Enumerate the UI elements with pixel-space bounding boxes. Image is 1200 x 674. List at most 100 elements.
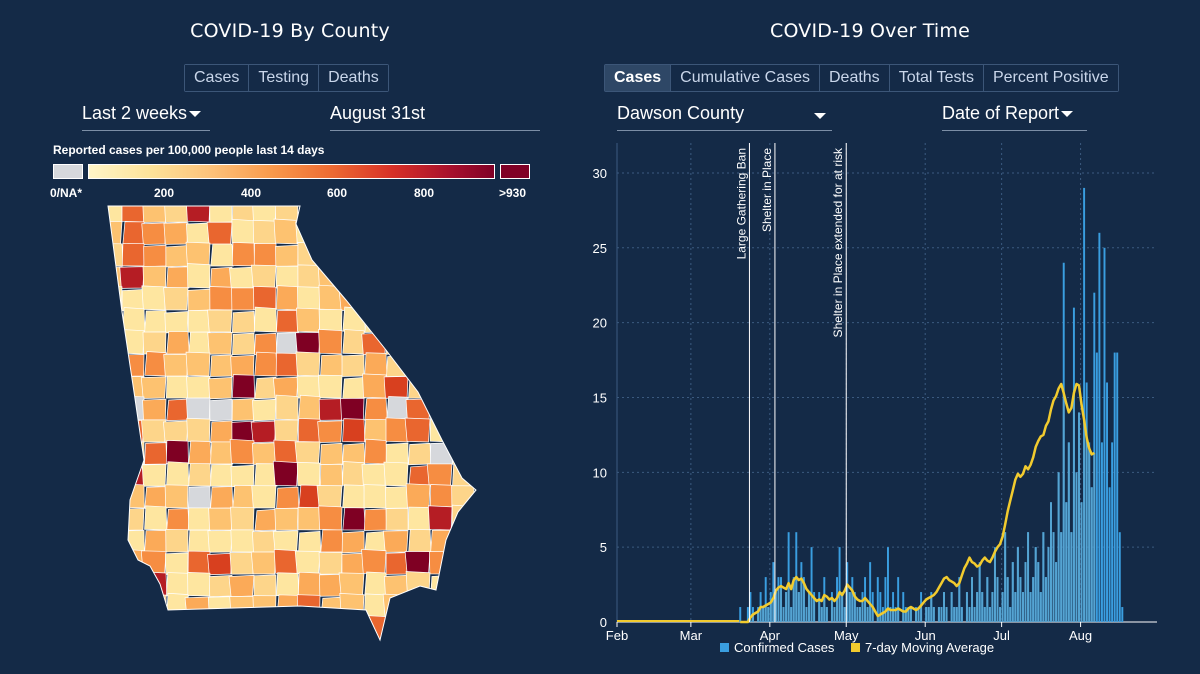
county-shape <box>297 506 321 531</box>
x-tick-label: Feb <box>606 628 628 643</box>
county-shape <box>141 419 167 443</box>
map-tab-deaths[interactable]: Deaths <box>319 65 388 91</box>
bar-overlap-segment <box>843 607 846 622</box>
bar-overlap-segment <box>1052 532 1055 622</box>
y-tick-label: 15 <box>593 390 607 405</box>
map-tab-cases[interactable]: Cases <box>185 65 250 91</box>
date-field[interactable]: August 31st <box>330 103 540 131</box>
bar-confirmed-cases <box>810 547 813 622</box>
legend-na-swatch <box>53 164 83 179</box>
legend-color-ramp <box>88 164 495 179</box>
date-type-dropdown[interactable]: Date of Report <box>942 103 1087 131</box>
bar-confirmed-cases <box>897 577 900 622</box>
legend-tick-200: 200 <box>154 186 175 200</box>
bar-overlap-segment <box>790 607 793 622</box>
bar-overlap-segment <box>1085 437 1088 622</box>
bar-confirmed-cases <box>869 562 872 622</box>
bar-overlap-segment <box>848 592 851 622</box>
bar-overlap-segment <box>978 565 981 622</box>
bar-overlap-segment <box>1060 532 1063 622</box>
bar-overlap-segment <box>864 598 867 622</box>
bar-overlap-segment <box>1024 562 1027 622</box>
chevron-down-icon <box>189 111 202 118</box>
bar-overlap-segment <box>1072 392 1075 622</box>
bar-overlap-segment <box>787 583 790 622</box>
bar-overlap-segment <box>983 607 986 622</box>
bar-overlap-segment <box>894 610 897 622</box>
bar-overlap-segment <box>780 586 782 622</box>
bar-overlap-segment <box>820 607 823 622</box>
chart-tab-cumulative-cases[interactable]: Cumulative Cases <box>671 65 820 91</box>
bar-overlap-segment <box>1055 562 1058 622</box>
chart-tab-percent-positive[interactable]: Percent Positive <box>983 65 1118 91</box>
y-tick-label: 20 <box>593 316 607 331</box>
bar-overlap-segment <box>940 607 943 622</box>
chart-tab-deaths[interactable]: Deaths <box>819 65 890 91</box>
county-shape <box>140 376 167 399</box>
bar-overlap-segment <box>792 580 795 622</box>
time-chart-title: COVID-19 Over Time <box>769 20 971 42</box>
bar-overlap-segment <box>752 614 754 622</box>
annotation-label: Shelter in Place extended for at risk <box>831 147 845 337</box>
legend-tick-400: 400 <box>241 186 262 200</box>
bar-overlap-segment <box>1065 502 1068 622</box>
bar-confirmed-cases <box>1100 442 1103 622</box>
bar-overlap-segment <box>810 595 813 622</box>
county-map-title: COVID-19 By County <box>190 20 390 42</box>
bar-overlap-segment <box>836 598 839 622</box>
bar-confirmed-cases <box>892 592 895 622</box>
legend-tick-600: 600 <box>327 186 348 200</box>
bar-overlap-segment <box>797 592 800 622</box>
bar-overlap-segment <box>838 592 841 622</box>
annotation-label: Large Gathering Ban <box>734 148 748 259</box>
period-dropdown-label: Last 2 weeks <box>82 103 188 123</box>
bar-overlap-segment <box>1032 577 1035 622</box>
bar-overlap-segment <box>805 607 808 622</box>
bar-confirmed-cases <box>746 607 749 622</box>
legend-max-label: >930 <box>499 186 527 200</box>
county-shape <box>165 528 189 553</box>
y-tick-label: 30 <box>593 166 607 181</box>
bar-overlap-segment <box>830 598 833 622</box>
map-tab-testing[interactable]: Testing <box>249 65 320 91</box>
map-legend-title: Reported cases per 100,000 people last 1… <box>53 143 325 157</box>
county-shape <box>407 506 431 531</box>
legend-swatch-average <box>851 643 860 652</box>
chart-tab-total-tests[interactable]: Total Tests <box>889 65 984 91</box>
legend-tick-800: 800 <box>414 186 435 200</box>
bar-overlap-segment <box>846 584 849 622</box>
bar-overlap-segment <box>917 608 920 622</box>
county-shape <box>317 374 343 399</box>
bar-overlap-segment <box>1067 442 1070 622</box>
bar-confirmed-cases <box>787 532 790 622</box>
bar-overlap-segment <box>996 577 999 622</box>
bar-overlap-segment <box>937 607 940 622</box>
period-dropdown[interactable]: Last 2 weeks <box>82 103 210 131</box>
bar-confirmed-cases <box>1108 487 1111 622</box>
bar-overlap-segment <box>930 596 933 622</box>
chart-metric-tabs: Cases Cumulative Cases Deaths Total Test… <box>604 64 1119 92</box>
map-metric-tabs: Cases Testing Deaths <box>184 64 389 92</box>
bar-overlap-segment <box>1080 502 1083 622</box>
county-shape <box>210 441 234 465</box>
bar-confirmed-cases <box>879 592 882 622</box>
bar-overlap-segment <box>1090 487 1093 622</box>
county-shape <box>141 222 167 245</box>
bar-confirmed-cases <box>1118 532 1121 622</box>
bar-overlap-segment <box>825 607 828 622</box>
bar-overlap-segment <box>902 611 905 622</box>
county-shape <box>364 419 388 443</box>
county-shape <box>208 377 233 400</box>
x-tick-label: May <box>834 628 859 643</box>
bar-confirmed-cases <box>838 547 841 622</box>
bar-overlap-segment <box>981 592 984 622</box>
y-tick-label: 5 <box>600 540 607 555</box>
y-tick-label: 25 <box>593 241 607 256</box>
georgia-county-map[interactable] <box>0 0 600 674</box>
county-shape <box>250 551 277 575</box>
county-shape <box>342 377 366 400</box>
bar-overlap-segment <box>945 607 948 622</box>
chart-tab-cases[interactable]: Cases <box>605 65 672 91</box>
county-dropdown[interactable]: Dawson County <box>617 103 832 131</box>
bar-overlap-segment <box>871 607 874 622</box>
